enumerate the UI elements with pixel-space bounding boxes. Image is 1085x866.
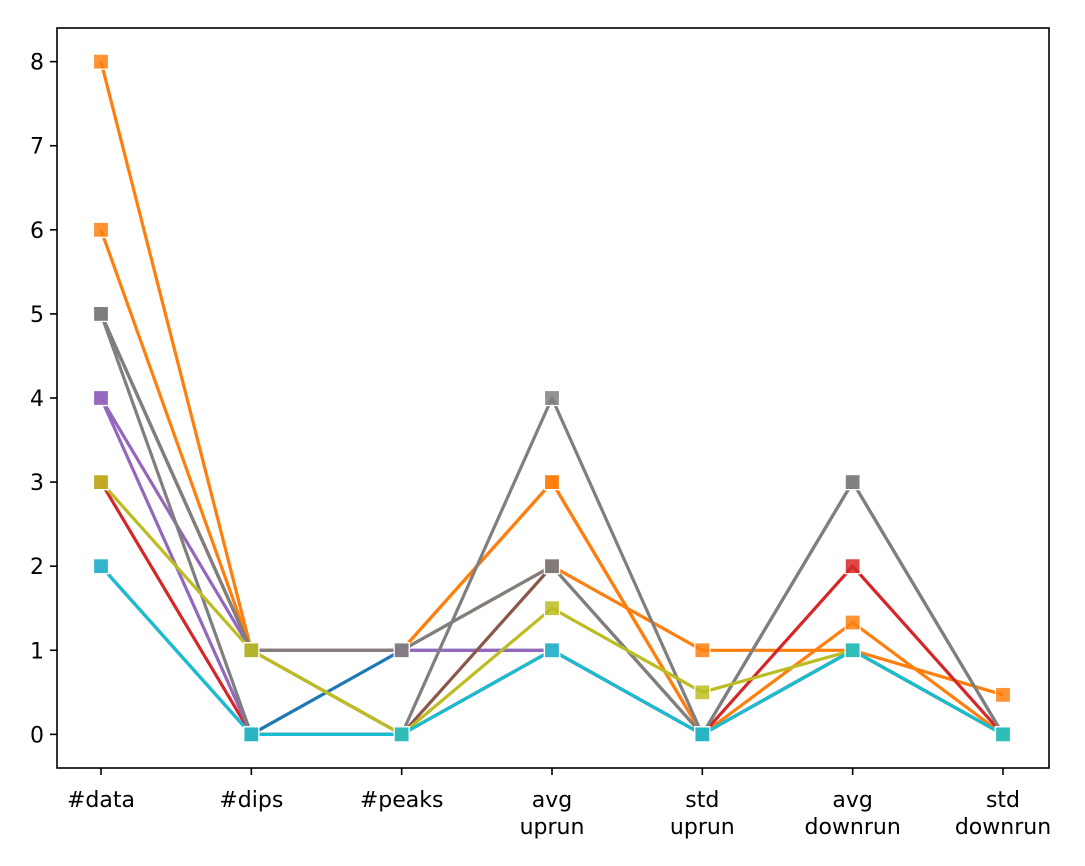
series-11-point-1 bbox=[243, 642, 260, 659]
series-6-point-0 bbox=[92, 389, 110, 407]
y-tick-label-3: 3 bbox=[30, 471, 44, 496]
y-tick-label-7: 7 bbox=[30, 135, 44, 160]
y-tick-label-5: 5 bbox=[30, 303, 44, 328]
series-12-point-0 bbox=[92, 558, 110, 575]
series-4-point-5 bbox=[844, 558, 861, 575]
series-9-point-2 bbox=[393, 642, 410, 659]
series-12-point-3 bbox=[543, 642, 561, 659]
series-12-point-5 bbox=[844, 642, 861, 659]
series-12-point-6 bbox=[994, 726, 1012, 743]
x-tick-label-3: avg uprun bbox=[520, 788, 585, 840]
series-10-point-0 bbox=[92, 305, 110, 323]
x-tick-label-2: #peaks bbox=[360, 788, 444, 813]
series-line-7 bbox=[99, 313, 1004, 737]
series-12-point-4 bbox=[694, 726, 711, 743]
series-line-9 bbox=[99, 313, 1005, 737]
y-tick-label-8: 8 bbox=[30, 51, 44, 76]
series-11-point-0 bbox=[92, 473, 110, 491]
y-tick-label-4: 4 bbox=[30, 387, 44, 412]
series-line-10 bbox=[99, 313, 1005, 737]
x-tick-label-1: #dips bbox=[219, 788, 283, 813]
series-11-point-3 bbox=[543, 600, 561, 617]
x-tick-label-4: std uprun bbox=[670, 788, 735, 840]
series-3-point-5 bbox=[844, 614, 861, 631]
y-tick-label-2: 2 bbox=[30, 555, 44, 580]
y-tick-label-0: 0 bbox=[30, 723, 44, 748]
x-tick-label-5: avg downrun bbox=[805, 788, 901, 840]
series-3-point-3 bbox=[543, 473, 561, 491]
series-2-point-6 bbox=[994, 686, 1012, 703]
series-1-point-0 bbox=[92, 53, 110, 70]
series-line-3 bbox=[99, 313, 1004, 737]
x-tick-label-0: #data bbox=[67, 788, 135, 813]
series-10-point-3 bbox=[543, 389, 561, 407]
y-tick-label-6: 6 bbox=[30, 219, 44, 244]
series-11-point-4 bbox=[694, 684, 711, 701]
y-tick-label-1: 1 bbox=[30, 639, 44, 664]
series-2-point-4 bbox=[694, 642, 711, 659]
series-9-point-3 bbox=[543, 558, 561, 575]
series-10-point-5 bbox=[844, 473, 861, 491]
series-12-point-2 bbox=[393, 726, 410, 743]
series-2-point-0 bbox=[92, 221, 110, 238]
series-12-point-1 bbox=[243, 726, 260, 743]
x-tick-label-6: std downrun bbox=[955, 788, 1051, 840]
